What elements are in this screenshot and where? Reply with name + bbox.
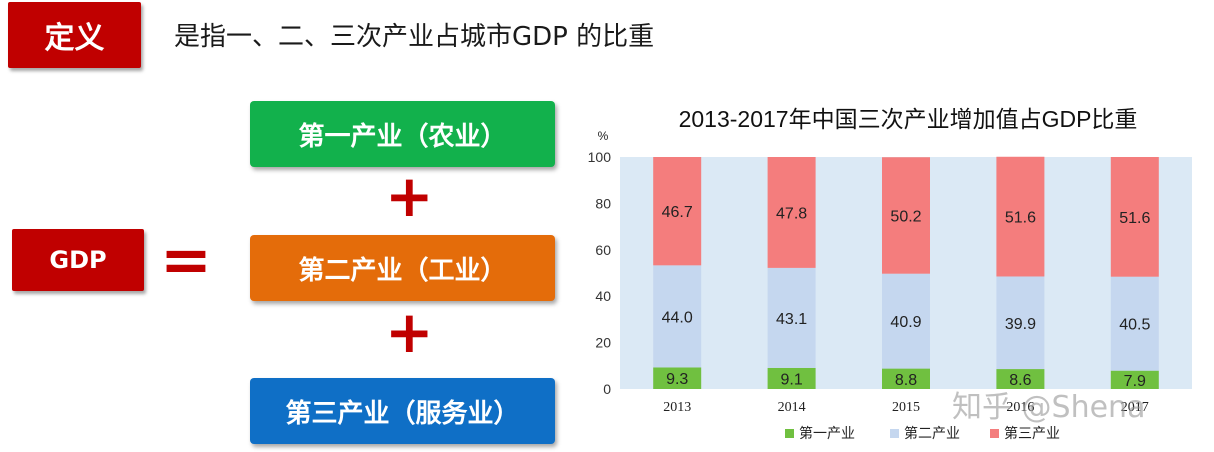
definition-badge: 定义: [8, 2, 141, 68]
data-label: 9.3: [666, 371, 688, 388]
data-label: 9.1: [780, 371, 802, 388]
bar-segment: [1110, 157, 1159, 277]
bar-segment: [767, 157, 816, 268]
bar-segment: [1110, 276, 1159, 371]
data-label: 8.8: [895, 372, 917, 389]
plus-sign: +: [385, 298, 434, 366]
bar-segment: [882, 157, 930, 274]
y-axis-unit: %: [598, 129, 609, 143]
bar-segment: [996, 156, 1045, 277]
sector-secondary-box: 第二产业（工业）: [250, 235, 555, 301]
gdp-badge: GDP: [12, 229, 144, 291]
bar-segment: [653, 265, 702, 368]
data-label: 8.6: [1009, 372, 1031, 389]
watermark: 知乎 @Shena: [952, 390, 1146, 425]
y-tick-label: 40: [595, 288, 611, 304]
data-label: 51.6: [1119, 210, 1150, 227]
equals-sign: =: [160, 223, 212, 296]
bar-segment: [653, 157, 702, 266]
legend-swatch: [890, 429, 899, 438]
bar-segment: [1110, 370, 1159, 389]
y-tick-label: 100: [588, 149, 612, 165]
x-tick-label: 2017: [1121, 400, 1149, 415]
data-label: 40.9: [890, 314, 921, 331]
data-label: 51.6: [1005, 210, 1036, 227]
data-label: 50.2: [890, 208, 921, 225]
bar-segment: [653, 367, 702, 389]
stacked-bar-chart: 2013-2017年中国三次产业增加值占GDP比重% 0 20 40 60 80 100 9.…: [588, 106, 1192, 442]
data-label: 44.0: [662, 309, 693, 326]
data-label: 39.9: [1005, 316, 1036, 333]
bar-segment: [996, 276, 1045, 370]
y-tick-label: 80: [595, 195, 611, 211]
sector-tertiary-box: 第三产业（服务业）: [250, 378, 555, 444]
definition-text: 是指一、二、三次产业占城市GDP 的比重: [174, 22, 655, 52]
bar-segment: [882, 368, 930, 389]
chart-title: 2013-2017年中国三次产业增加值占GDP比重: [679, 106, 1138, 132]
plus-sign: +: [385, 162, 434, 230]
data-label: 46.7: [662, 204, 693, 221]
legend-label: 第三产业: [1004, 425, 1060, 442]
x-tick-label: 2016: [1006, 400, 1034, 415]
legend-label: 第二产业: [904, 425, 960, 442]
y-tick-label: 20: [595, 335, 611, 351]
sector-primary-box: 第一产业（农业）: [250, 101, 555, 167]
data-label: 7.9: [1124, 373, 1146, 390]
x-tick-label: 2013: [663, 400, 691, 415]
legend-label: 第一产业: [799, 425, 855, 442]
legend-swatch: [990, 429, 999, 438]
data-label: 43.1: [776, 311, 807, 328]
data-label: 47.8: [776, 205, 807, 222]
legend-swatch: [785, 429, 794, 438]
bar-segment: [767, 267, 816, 368]
bar-segment: [996, 369, 1045, 389]
x-tick-label: 2014: [778, 400, 806, 415]
data-label: 40.5: [1119, 317, 1150, 334]
x-tick-label: 2015: [892, 400, 920, 415]
bar-segment: [882, 273, 930, 369]
bar-segment: [767, 367, 816, 389]
y-tick-label: 0: [603, 381, 611, 397]
y-tick-label: 60: [595, 242, 611, 258]
